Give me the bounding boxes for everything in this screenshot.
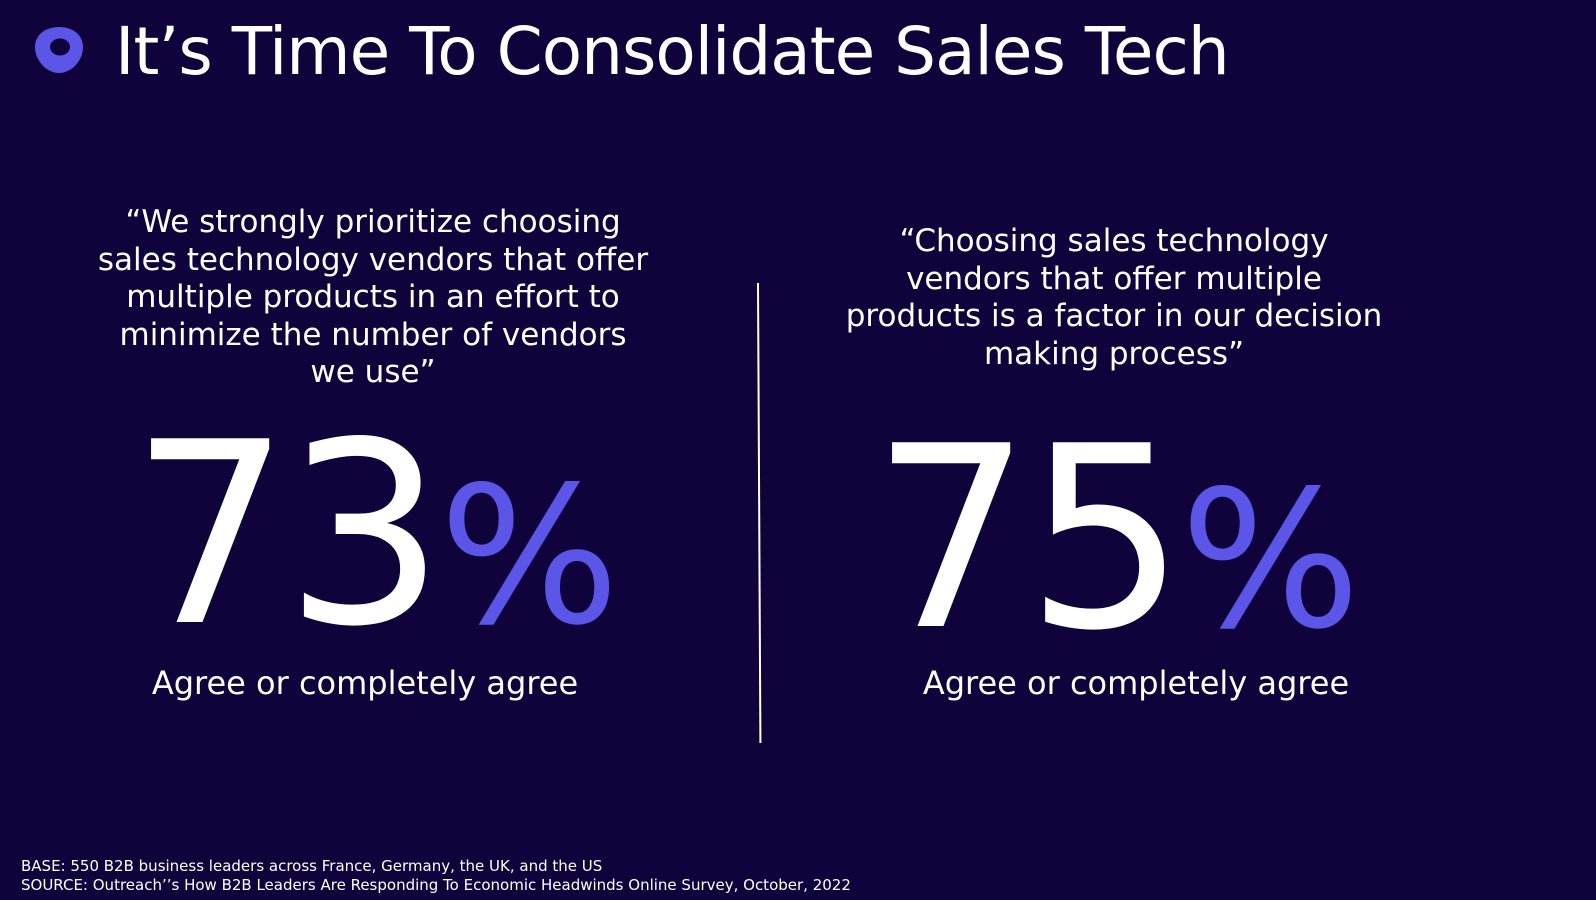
stat-number: 75 — [871, 393, 1186, 686]
outreach-logo-icon — [35, 27, 83, 73]
footnote-base: BASE: 550 B2B business leaders across Fr… — [21, 857, 603, 875]
stat-block-left: “We strongly prioritize choosing sales t… — [93, 0, 653, 900]
percent-sign: % — [439, 446, 620, 667]
footnote-source: SOURCE: Outreach’’s How B2B Leaders Are … — [21, 876, 851, 894]
quote-text: “Choosing sales technology vendors that … — [845, 223, 1383, 372]
stat-value: 75% — [834, 414, 1394, 666]
stat-block-right: “Choosing sales technology vendors that … — [834, 0, 1394, 900]
page-title: It’s Time To Consolidate Sales Tech — [115, 13, 1230, 90]
column-divider — [757, 282, 761, 743]
stat-caption: Agree or completely agree — [922, 664, 1350, 702]
stat-value: 73% — [93, 410, 653, 662]
stat-caption: Agree or completely agree — [151, 664, 579, 702]
quote-text: “We strongly prioritize choosing sales t… — [97, 204, 649, 390]
stat-number: 73 — [130, 389, 445, 682]
footnote: BASE: 550 B2B business leaders across Fr… — [21, 857, 851, 895]
percent-sign: % — [1180, 450, 1361, 671]
